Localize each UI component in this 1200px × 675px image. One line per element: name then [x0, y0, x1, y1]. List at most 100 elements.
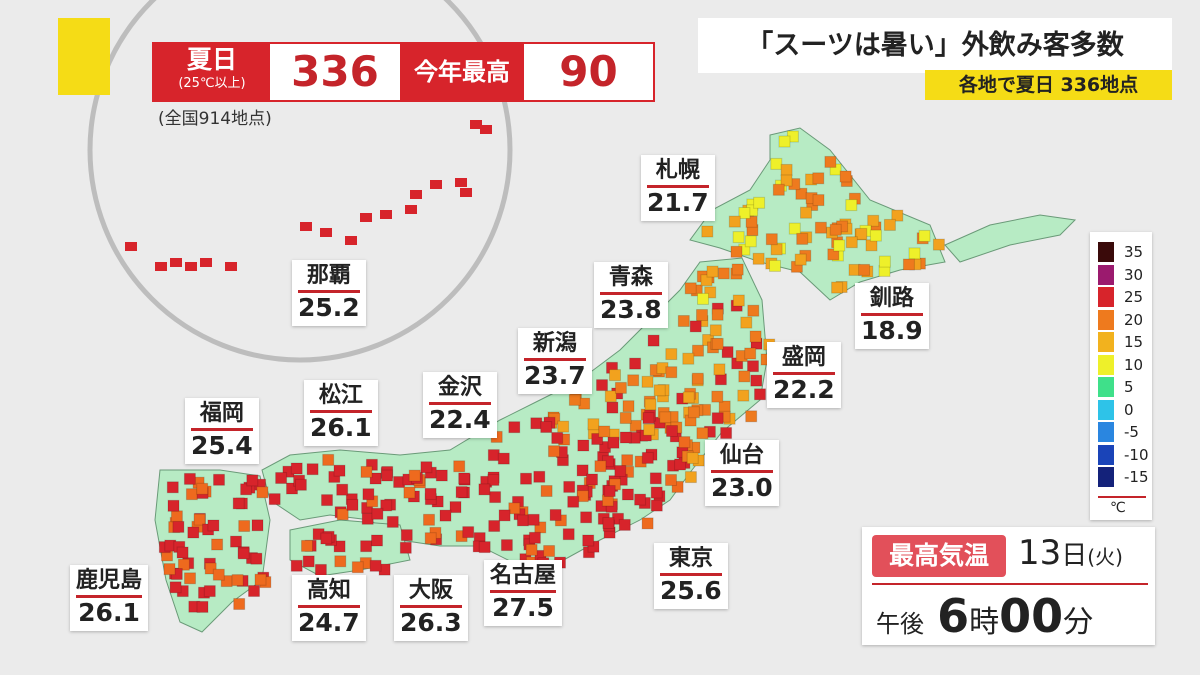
station [677, 315, 690, 327]
time-panel: 最高気温 13日(火) 午後 6時00分 [862, 527, 1155, 645]
station [170, 510, 183, 523]
station [240, 483, 253, 496]
station [737, 389, 750, 402]
station [867, 214, 880, 227]
station [618, 518, 631, 531]
legend-swatch [1098, 377, 1114, 397]
note: (全国914地点) [158, 109, 272, 129]
station [643, 423, 656, 436]
city-name: 福岡 [191, 400, 253, 431]
station [336, 508, 349, 521]
station [607, 436, 620, 449]
station [845, 236, 858, 249]
station [360, 540, 373, 553]
station [717, 267, 730, 280]
summer-day-panel: 夏日 (25℃以上) 336 今年最高 90 [152, 42, 655, 102]
station [527, 513, 540, 526]
legend-label: 35 [1124, 243, 1144, 261]
station [420, 461, 433, 474]
station [306, 463, 319, 476]
station [619, 431, 632, 444]
station [360, 465, 373, 478]
city-temp: 25.2 [298, 293, 360, 322]
station [629, 357, 642, 370]
station [489, 491, 502, 504]
city-temp: 24.7 [298, 608, 360, 637]
city-label: 大阪 26.3 [394, 575, 468, 641]
city-temp: 25.4 [191, 431, 253, 460]
count: 336 [270, 44, 400, 100]
station [211, 538, 224, 551]
station [770, 243, 783, 256]
station [333, 540, 346, 553]
station [533, 470, 546, 483]
station [586, 473, 598, 486]
city-name: 金沢 [429, 374, 491, 405]
station [684, 471, 697, 484]
station [709, 324, 722, 337]
station [176, 546, 189, 559]
minute-unit: 分 [1063, 605, 1094, 640]
station [747, 304, 760, 317]
station [603, 485, 616, 497]
station [580, 511, 593, 524]
legend-swatch [1098, 444, 1114, 465]
minute: 00 [999, 589, 1064, 643]
city-label: 札幌 21.7 [641, 155, 715, 221]
station [380, 210, 392, 219]
city-temp: 22.4 [429, 405, 491, 434]
station [362, 488, 375, 501]
hour: 6 [937, 589, 970, 643]
city-name: 松江 [310, 382, 372, 413]
station [458, 472, 471, 485]
station [800, 206, 812, 219]
station [622, 400, 635, 413]
station [740, 316, 753, 329]
station [908, 247, 921, 260]
station [500, 539, 513, 552]
station [596, 379, 608, 392]
city-label: 那覇 25.2 [292, 260, 366, 326]
legend-swatch [1098, 467, 1114, 487]
city-temp: 27.5 [492, 593, 554, 622]
station [711, 390, 724, 403]
station [400, 529, 413, 542]
station [405, 205, 417, 214]
station [745, 410, 758, 423]
station [478, 541, 491, 554]
station [320, 532, 333, 545]
station [200, 258, 212, 267]
station [399, 541, 412, 554]
station [918, 229, 931, 242]
station [424, 532, 437, 545]
city-temp: 26.3 [400, 608, 462, 637]
station [769, 259, 781, 272]
station [567, 495, 580, 508]
legend-swatch [1098, 287, 1114, 307]
station [568, 393, 581, 406]
station [557, 420, 570, 433]
station [543, 545, 556, 557]
station [423, 513, 435, 526]
station [696, 427, 709, 440]
station [254, 573, 267, 586]
legend-swatch [1098, 242, 1114, 262]
station [345, 236, 357, 245]
station [609, 369, 621, 382]
station [230, 535, 242, 548]
station [744, 347, 757, 360]
station [647, 334, 660, 347]
clock: 午後 6時00分 [876, 589, 1093, 643]
station [551, 432, 564, 444]
legend-label: -10 [1124, 445, 1149, 464]
station [251, 519, 264, 532]
city-name: 名古屋 [490, 562, 557, 593]
station [268, 493, 281, 506]
station [184, 572, 196, 585]
station [516, 514, 529, 527]
station [824, 155, 837, 168]
station [462, 526, 475, 539]
station [300, 222, 312, 231]
station [294, 478, 307, 491]
